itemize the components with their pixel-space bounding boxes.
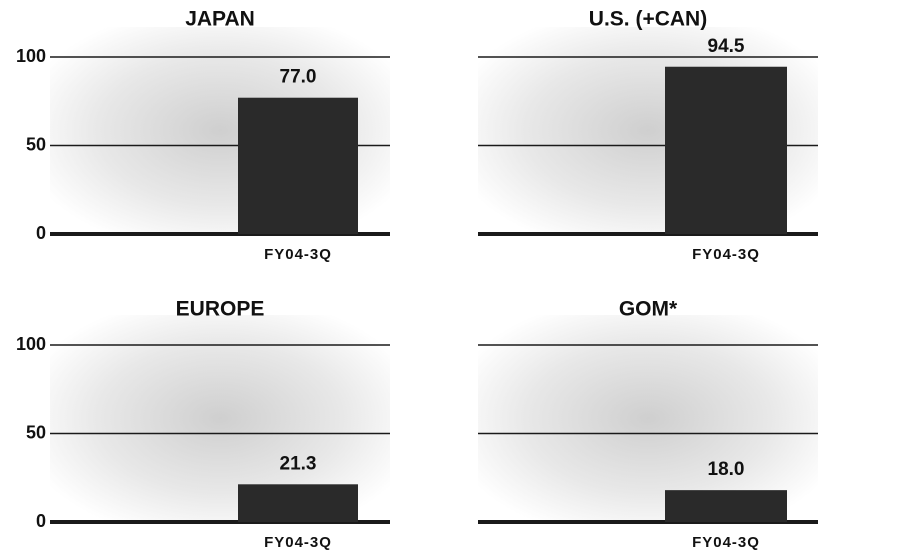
y-tick-label: 100 — [16, 334, 46, 354]
y-tick-label: 0 — [36, 511, 46, 531]
x-tick-label: FY04-3Q — [692, 534, 760, 551]
bar — [238, 484, 358, 522]
y-tick-label: 50 — [26, 422, 46, 442]
value-label: 77.0 — [280, 67, 317, 88]
y-tick-label: 100 — [16, 46, 46, 66]
chart-title: EUROPE — [176, 298, 265, 321]
chart-title: GOM* — [619, 298, 678, 321]
value-label: 94.5 — [708, 36, 745, 57]
value-label: 18.0 — [708, 459, 745, 480]
x-tick-label: FY04-3Q — [692, 246, 760, 263]
x-tick-label: FY04-3Q — [264, 534, 332, 551]
y-tick-label: 50 — [26, 134, 46, 154]
chart-title: JAPAN — [185, 8, 255, 31]
y-tick-label: 0 — [36, 223, 46, 243]
x-tick-label: FY04-3Q — [264, 246, 332, 263]
bar — [238, 97, 358, 235]
panel-background — [478, 315, 818, 522]
chart-title: U.S. (+CAN) — [589, 8, 707, 31]
bar — [665, 490, 787, 522]
bar — [665, 66, 787, 234]
value-label: 21.3 — [280, 453, 317, 474]
